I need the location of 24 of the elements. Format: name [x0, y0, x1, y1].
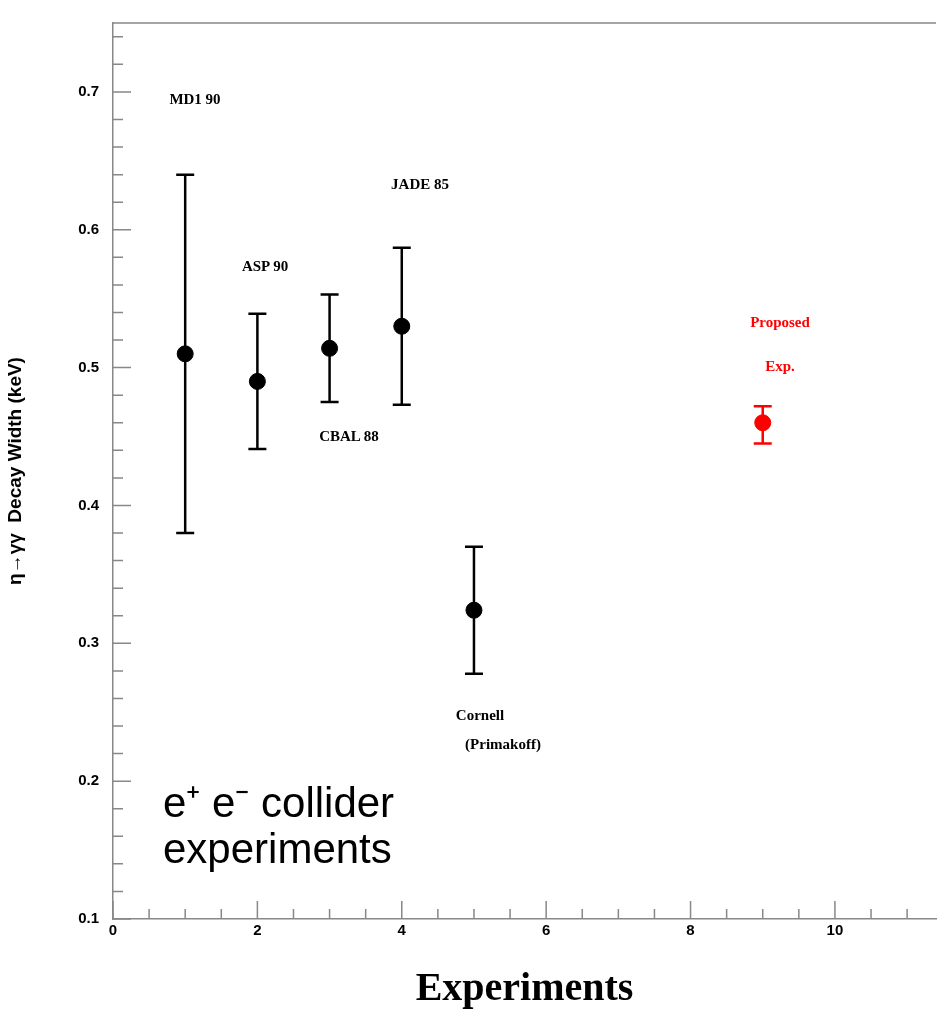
x-tick-label: 10	[826, 921, 844, 939]
x-tick-label: 8	[686, 921, 695, 939]
y-tick-label: 0.3	[78, 633, 99, 651]
y-tick-label: 0.2	[78, 771, 99, 789]
annotation: ASP 90	[241, 257, 289, 274]
annotation: (Primakoff)	[465, 735, 541, 753]
annotation: e⁺ e⁻ collider experiments	[163, 779, 396, 872]
annotation: Proposed	[750, 313, 811, 330]
y-tick-label: 0.6	[78, 219, 99, 237]
x-tick-label: 6	[541, 921, 551, 939]
y-tick-label: 0.1	[78, 909, 99, 927]
y-tick-label: 0.5	[78, 357, 99, 375]
annotation: Cornell	[455, 706, 505, 723]
annotation: JADE 85	[391, 175, 449, 192]
annotation: CBAL 88	[319, 427, 379, 444]
y-tick-label: 0.4	[78, 495, 100, 513]
y-tick-label: 0.7	[78, 82, 99, 100]
y-axis-title: η→γγ Decay Width (keV)	[3, 357, 25, 585]
annotation: MD1 90	[169, 90, 221, 107]
annotation: Exp.	[765, 357, 796, 374]
x-tick-label: 0	[108, 921, 118, 939]
x-tick-label: 2	[253, 921, 262, 939]
x-tick-label: 4	[397, 921, 407, 939]
x-axis-title: Experiments	[415, 964, 634, 1010]
